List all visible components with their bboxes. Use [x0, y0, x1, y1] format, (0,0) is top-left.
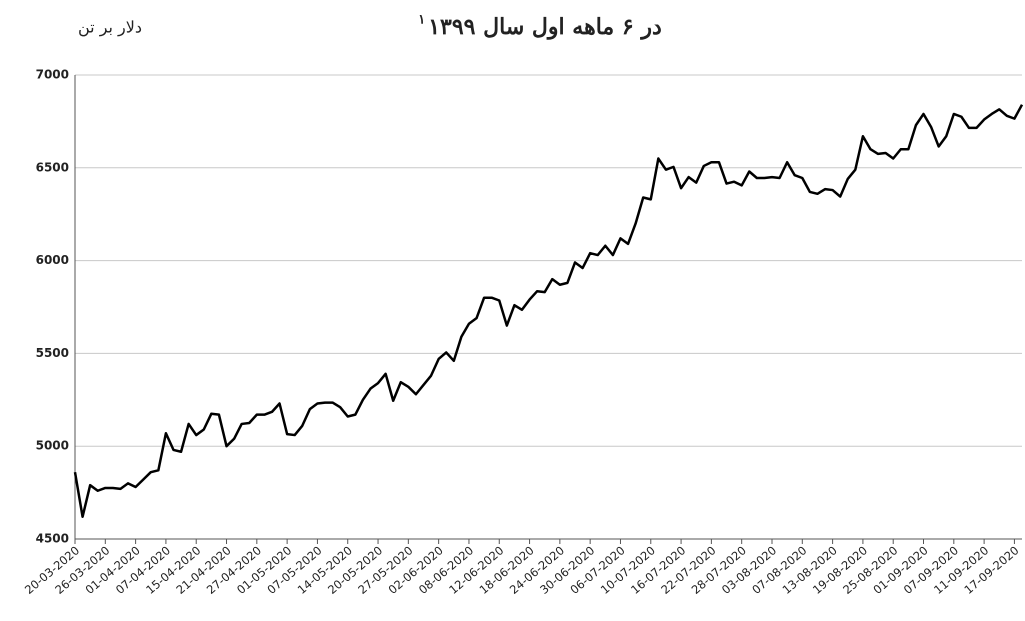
- y-tick-label: 4500: [36, 532, 69, 546]
- chart-title: در ۶ ماهه اول سال ۱۳۹۹: [428, 14, 662, 40]
- y-tick-label: 6500: [36, 160, 69, 174]
- y-tick-label: 6000: [36, 253, 69, 267]
- y-tick-label: 7000: [36, 68, 69, 82]
- title-note: ۱: [418, 13, 425, 28]
- y-tick-label: 5500: [36, 346, 69, 360]
- unit-label: دلار بر تن: [78, 18, 142, 37]
- y-tick-label: 5000: [36, 439, 69, 453]
- line: [73, 104, 1024, 518]
